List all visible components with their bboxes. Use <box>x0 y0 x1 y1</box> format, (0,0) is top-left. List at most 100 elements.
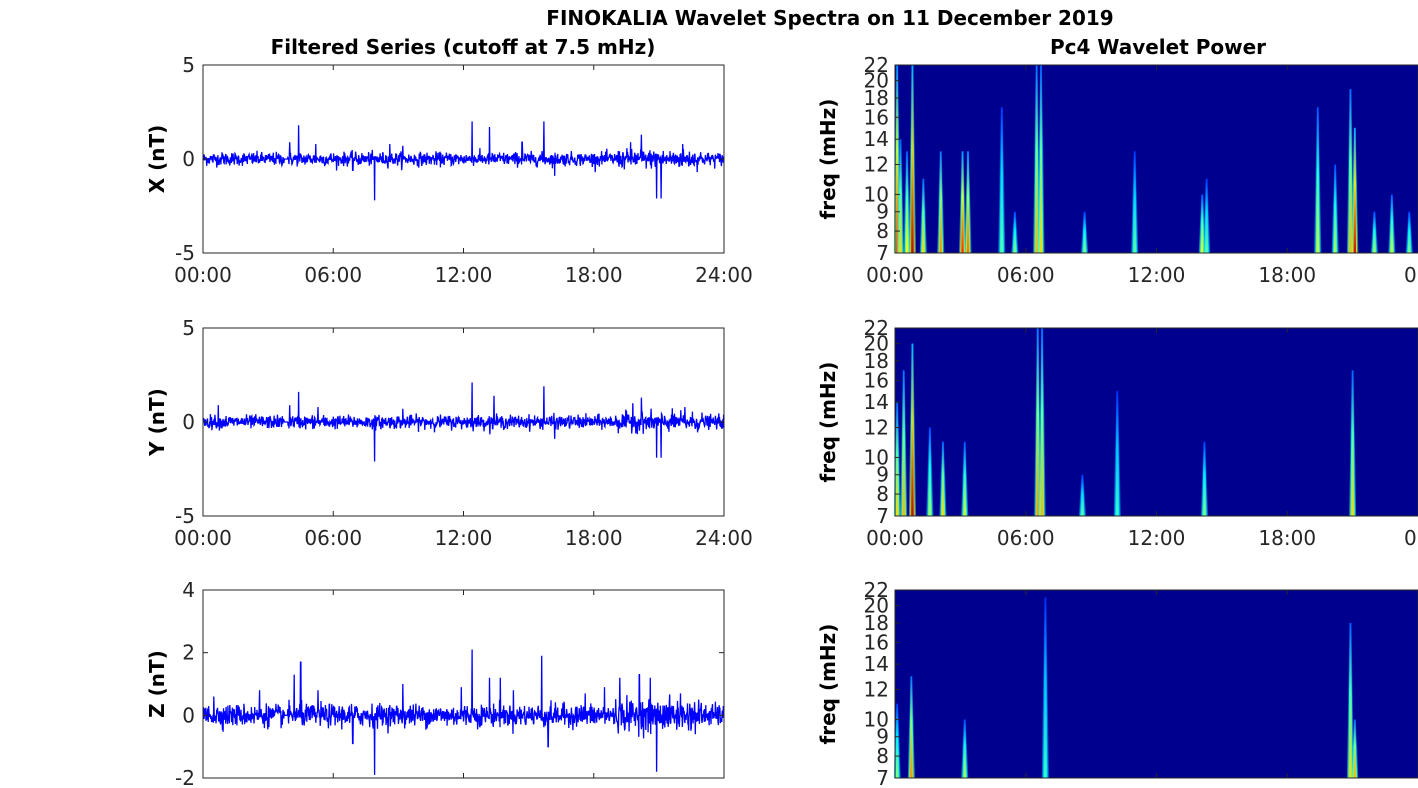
y-tick-label: 9 <box>876 463 889 487</box>
wavelet-power-streak <box>1133 151 1136 253</box>
wavelet-power-streak <box>1044 597 1047 778</box>
y-tick-label: 8 <box>876 219 889 243</box>
x-tick-label: 06:00 <box>304 263 362 287</box>
y-tick-label: 22 <box>864 578 889 602</box>
wavelet-power-streak <box>1408 211 1411 253</box>
y-axis-label: Z (nT) <box>145 650 169 718</box>
figure-title: FINOKALIA Wavelet Spectra on 11 December… <box>546 6 1113 30</box>
y-tick-label: 4 <box>182 578 195 602</box>
x-tick-label: 00:00 <box>174 263 232 287</box>
plot-area <box>203 590 724 778</box>
x-tick-label: 00 <box>1404 263 1418 287</box>
wavelet-power-streak <box>902 370 905 516</box>
x-tick-label: 06:00 <box>997 526 1055 550</box>
y-tick-label: 5 <box>182 316 195 340</box>
x-tick-label: 12:00 <box>1128 263 1186 287</box>
y-tick-label: 14 <box>864 652 889 676</box>
series-line-x <box>202 121 725 201</box>
wavelet-power-streak <box>1349 89 1352 253</box>
y-tick-label: 9 <box>876 725 889 749</box>
panels: -5 0 5 00:00 06:00 12:00 18:00 24:00 X (nT) -5 0 5 0… <box>145 53 1418 788</box>
x-tick-label: 00:00 <box>866 263 924 287</box>
x-tick-label: 18:00 <box>565 263 623 287</box>
x-tick-label: 00:00 <box>866 526 924 550</box>
wavelet-power-streak <box>1353 127 1357 253</box>
wavelet-power-streak <box>1040 328 1044 516</box>
y-tick-label: -2 <box>175 766 195 788</box>
y-tick-label: 20 <box>864 69 889 93</box>
wavelet-power-streak <box>1205 178 1208 253</box>
wavelet-power-streak <box>1116 390 1119 516</box>
series-line-z <box>202 649 725 775</box>
wavelet-power-streak <box>1349 622 1352 778</box>
wavelet-power-streak <box>963 441 966 516</box>
right-column-title: Pc4 Wavelet Power <box>1050 35 1266 59</box>
series-panel-z: -2 0 2 4 Z (nT) <box>145 578 725 788</box>
y-tick-label: 12 <box>864 678 889 702</box>
wavelet-power-streak <box>1083 211 1086 253</box>
x-tick-label: 24:00 <box>695 263 753 287</box>
wavelet-power-streak <box>939 151 943 253</box>
heatmap-background <box>895 65 1418 253</box>
y-tick-label: 14 <box>864 127 889 151</box>
wavelet-power-streak <box>895 703 899 778</box>
heatmap-background <box>895 590 1418 778</box>
wavelet-power-streak <box>1353 719 1357 778</box>
y-tick-label: 0 <box>182 410 195 434</box>
x-tick-label: 12:00 <box>1128 526 1186 550</box>
x-tick-label: 00:00 <box>174 526 232 550</box>
x-tick-label: 06:00 <box>304 526 362 550</box>
series-panel-x: -5 0 5 00:00 06:00 12:00 18:00 24:00 X (nT) <box>145 53 753 287</box>
y-axis-label: X (nT) <box>145 125 169 194</box>
y-tick-label: 14 <box>864 390 889 414</box>
heatmap-background <box>895 328 1418 516</box>
x-tick-label: 18:00 <box>1258 526 1316 550</box>
y-axis-label: freq (mHz) <box>816 624 840 745</box>
y-tick-label: 22 <box>864 53 889 77</box>
wavelet-power-streak <box>1316 107 1320 254</box>
y-tick-label: -5 <box>175 241 195 265</box>
y-axis-label: freq (mHz) <box>816 362 840 483</box>
y-tick-label: 16 <box>864 105 889 129</box>
series-panel-y: -5 0 5 00:00 06:00 12:00 18:00 24:00 Y (nT) <box>145 316 753 550</box>
wavelet-power-streak <box>966 151 970 253</box>
wavelet-power-streak <box>1203 441 1206 516</box>
y-tick-label: 16 <box>864 630 889 654</box>
y-tick-label: 0 <box>182 703 195 727</box>
y-tick-label: 22 <box>864 316 889 340</box>
left-column-title: Filtered Series (cutoff at 7.5 mHz) <box>271 35 656 59</box>
wavelet-power-streak <box>911 65 914 253</box>
wavelet-power-streak <box>1036 328 1039 516</box>
wavelet-power-streak <box>1333 164 1337 253</box>
wavelet-power-streak <box>1201 194 1204 253</box>
y-tick-label: 20 <box>864 594 889 618</box>
wavelet-power-streak <box>961 151 964 253</box>
wavelet-power-streak <box>1035 65 1038 253</box>
wavelet-power-streak <box>905 151 909 253</box>
y-tick-label: 18 <box>864 349 889 373</box>
y-tick-label: 8 <box>876 482 889 506</box>
wavelet-power-streak <box>910 676 913 778</box>
x-tick-label: 06:00 <box>997 263 1055 287</box>
wavelet-power-streak <box>911 343 914 516</box>
y-tick-label: 12 <box>864 153 889 177</box>
y-tick-label: 0 <box>182 147 195 171</box>
y-tick-label: 9 <box>876 200 889 224</box>
wavelet-power-streak <box>1351 370 1354 516</box>
y-tick-label: 8 <box>876 744 889 768</box>
y-tick-label: 7 <box>876 504 889 528</box>
series-line-y <box>202 382 725 462</box>
x-tick-label: 18:00 <box>565 526 623 550</box>
wavelet-power-streak <box>941 441 945 516</box>
y-tick-label: 7 <box>876 766 889 788</box>
y-tick-label: 10 <box>864 182 889 206</box>
wavelet-power-streak <box>895 402 899 516</box>
y-axis-label: Y (nT) <box>145 388 169 457</box>
wavelet-power-streak <box>963 719 966 778</box>
wavelet-power-streak <box>1373 211 1376 253</box>
y-tick-label: 20 <box>864 332 889 356</box>
wavelet-power-streak <box>899 139 902 253</box>
wavelet-power-streak <box>895 65 899 253</box>
wavelet-power-streak <box>1081 474 1084 516</box>
